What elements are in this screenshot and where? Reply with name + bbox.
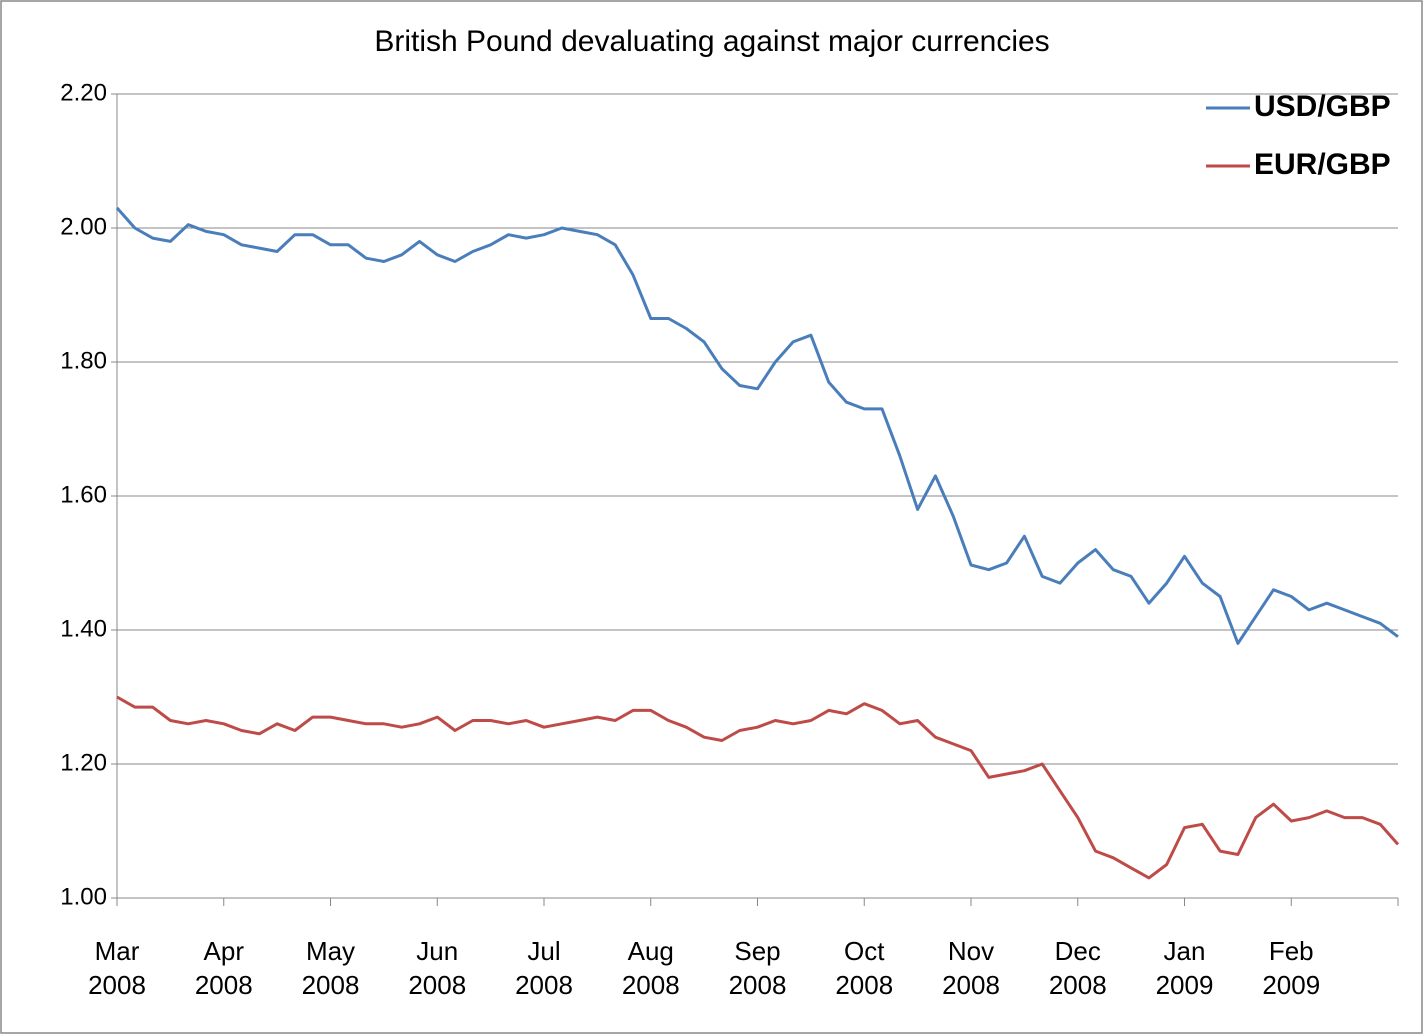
- x-tick-label: Jul 2008: [515, 936, 573, 1000]
- x-tick-label: Apr 2008: [194, 936, 253, 1000]
- x-tick-label: Jan 2009: [1155, 936, 1214, 1000]
- y-tick-label: 1.00: [60, 883, 107, 910]
- y-tick-label: 1.20: [60, 749, 107, 776]
- x-tick-label: Sep 2008: [728, 936, 787, 1000]
- y-tick-label: 1.40: [60, 615, 107, 642]
- x-tick-label: Jun 2008: [408, 936, 467, 1000]
- y-tick-label: 2.00: [60, 213, 107, 240]
- x-tick-label: Feb 2009: [1262, 936, 1321, 1000]
- x-tick-label: May 2008: [301, 936, 360, 1000]
- y-tick-label: 2.20: [60, 79, 107, 106]
- y-tick-label: 1.80: [60, 347, 107, 374]
- y-tick-label: 1.60: [60, 481, 107, 508]
- chart-title: British Pound devaluating against major …: [374, 25, 1049, 58]
- x-tick-label: Mar 2008: [88, 936, 146, 1000]
- x-tick-label: Aug 2008: [621, 936, 680, 1000]
- x-tick-label: Oct 2008: [835, 936, 894, 1000]
- legend-label: EUR/GBP: [1254, 148, 1391, 181]
- x-tick-label: Dec 2008: [1048, 936, 1107, 1000]
- legend-label: USD/GBP: [1254, 90, 1391, 123]
- x-tick-label: Nov 2008: [942, 936, 1000, 1000]
- series-line: [115, 206, 1399, 645]
- series-line: [116, 695, 1400, 880]
